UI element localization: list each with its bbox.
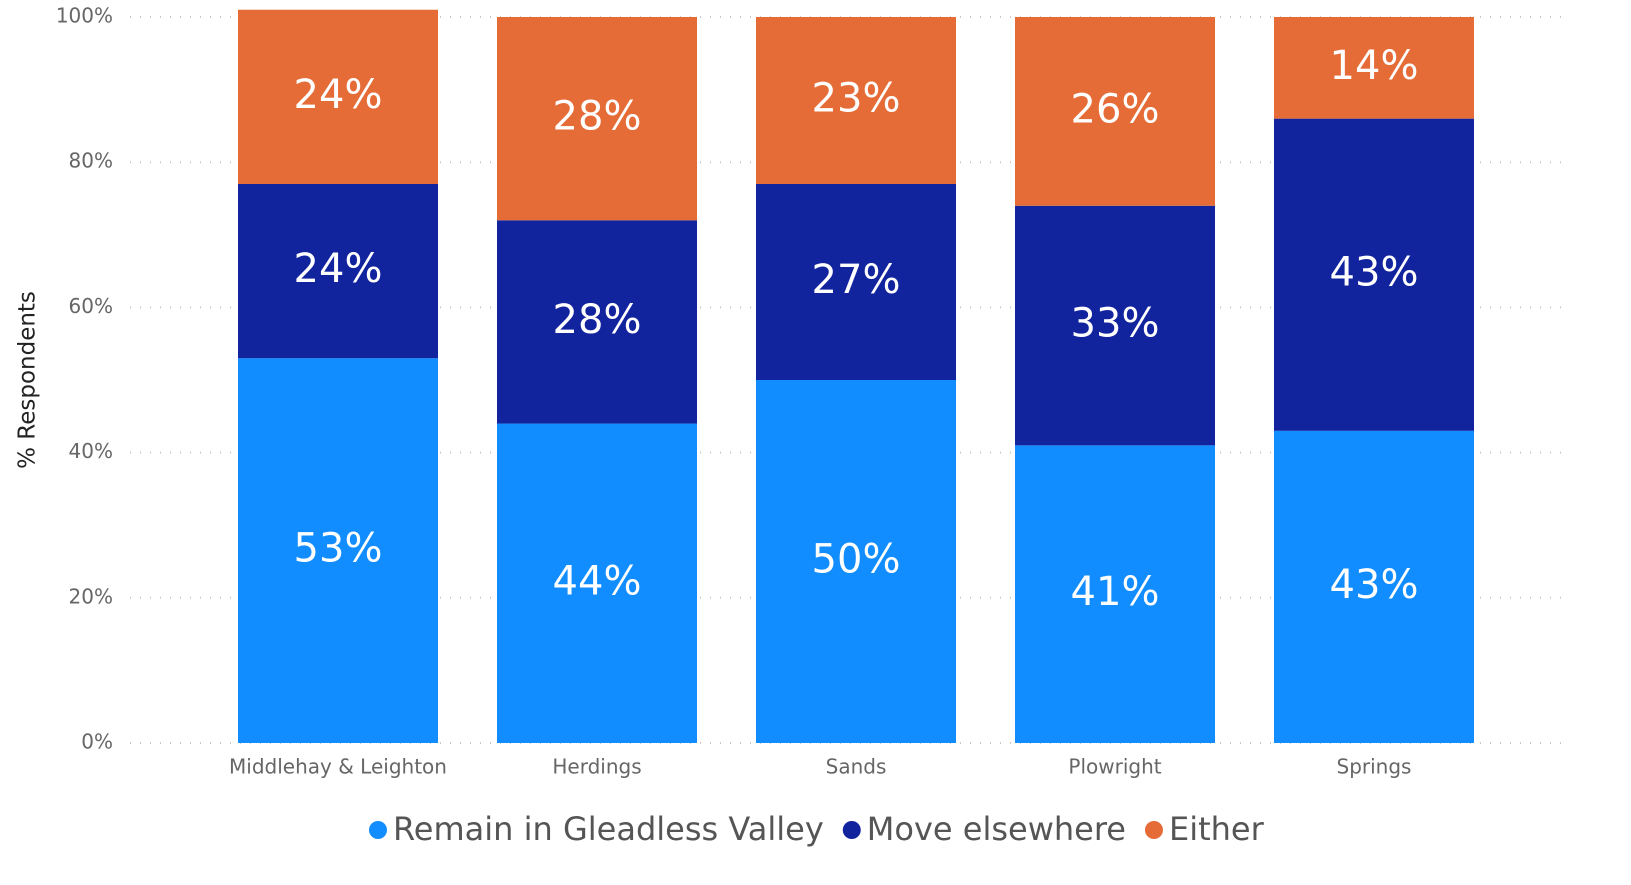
x-tick-label: Springs — [1337, 755, 1412, 779]
bar-segment — [1015, 445, 1215, 743]
legend-label: Either — [1169, 810, 1265, 848]
legend-label: Move elsewhere — [867, 810, 1126, 848]
bar-segment — [756, 380, 956, 743]
data-label: 43% — [1330, 250, 1419, 296]
bar-segment — [1274, 17, 1474, 119]
y-tick-label: 40% — [69, 439, 113, 463]
bar-segment — [497, 17, 697, 221]
bar-segment — [1274, 430, 1474, 743]
bar-segment — [1015, 17, 1215, 206]
data-label: 14% — [1330, 43, 1419, 89]
x-tick-label: Sands — [826, 755, 887, 779]
data-label: 50% — [812, 537, 901, 583]
data-label: 28% — [553, 297, 642, 343]
y-tick-label: 0% — [81, 730, 113, 754]
bar-segment — [497, 423, 697, 743]
bar-segment — [238, 183, 438, 359]
bar-segment — [756, 17, 956, 184]
data-label: 28% — [553, 94, 642, 140]
data-label: 23% — [812, 75, 901, 121]
legend-marker — [1144, 821, 1163, 839]
bar-segment — [497, 220, 697, 424]
bar-segment — [238, 358, 438, 743]
y-tick-label: 100% — [56, 4, 113, 28]
bar-segment — [238, 9, 438, 184]
y-tick-label: 60% — [69, 294, 113, 318]
legend-label: Remain in Gleadless Valley — [393, 810, 824, 848]
x-tick-label: Herdings — [552, 755, 641, 779]
legend-marker — [842, 821, 861, 839]
data-label: 44% — [553, 558, 642, 604]
bar-segment — [756, 183, 956, 380]
y-tick-label: 20% — [69, 584, 113, 608]
y-tick-label: 80% — [69, 149, 113, 173]
data-label: 41% — [1071, 569, 1160, 615]
y-axis-title: % Respondents — [15, 291, 41, 469]
x-tick-label: Plowright — [1068, 755, 1161, 779]
bar-segment — [1015, 205, 1215, 446]
legend-marker — [369, 821, 387, 839]
data-label: 33% — [1071, 301, 1160, 347]
data-label: 27% — [812, 257, 901, 303]
data-label: 53% — [294, 526, 383, 572]
bar-segment — [1274, 118, 1474, 431]
data-label: 24% — [294, 246, 383, 292]
data-label: 43% — [1330, 562, 1419, 608]
data-label: 26% — [1071, 86, 1160, 132]
x-tick-label: Middlehay & Leighton — [229, 755, 447, 779]
data-label: 24% — [294, 72, 383, 118]
